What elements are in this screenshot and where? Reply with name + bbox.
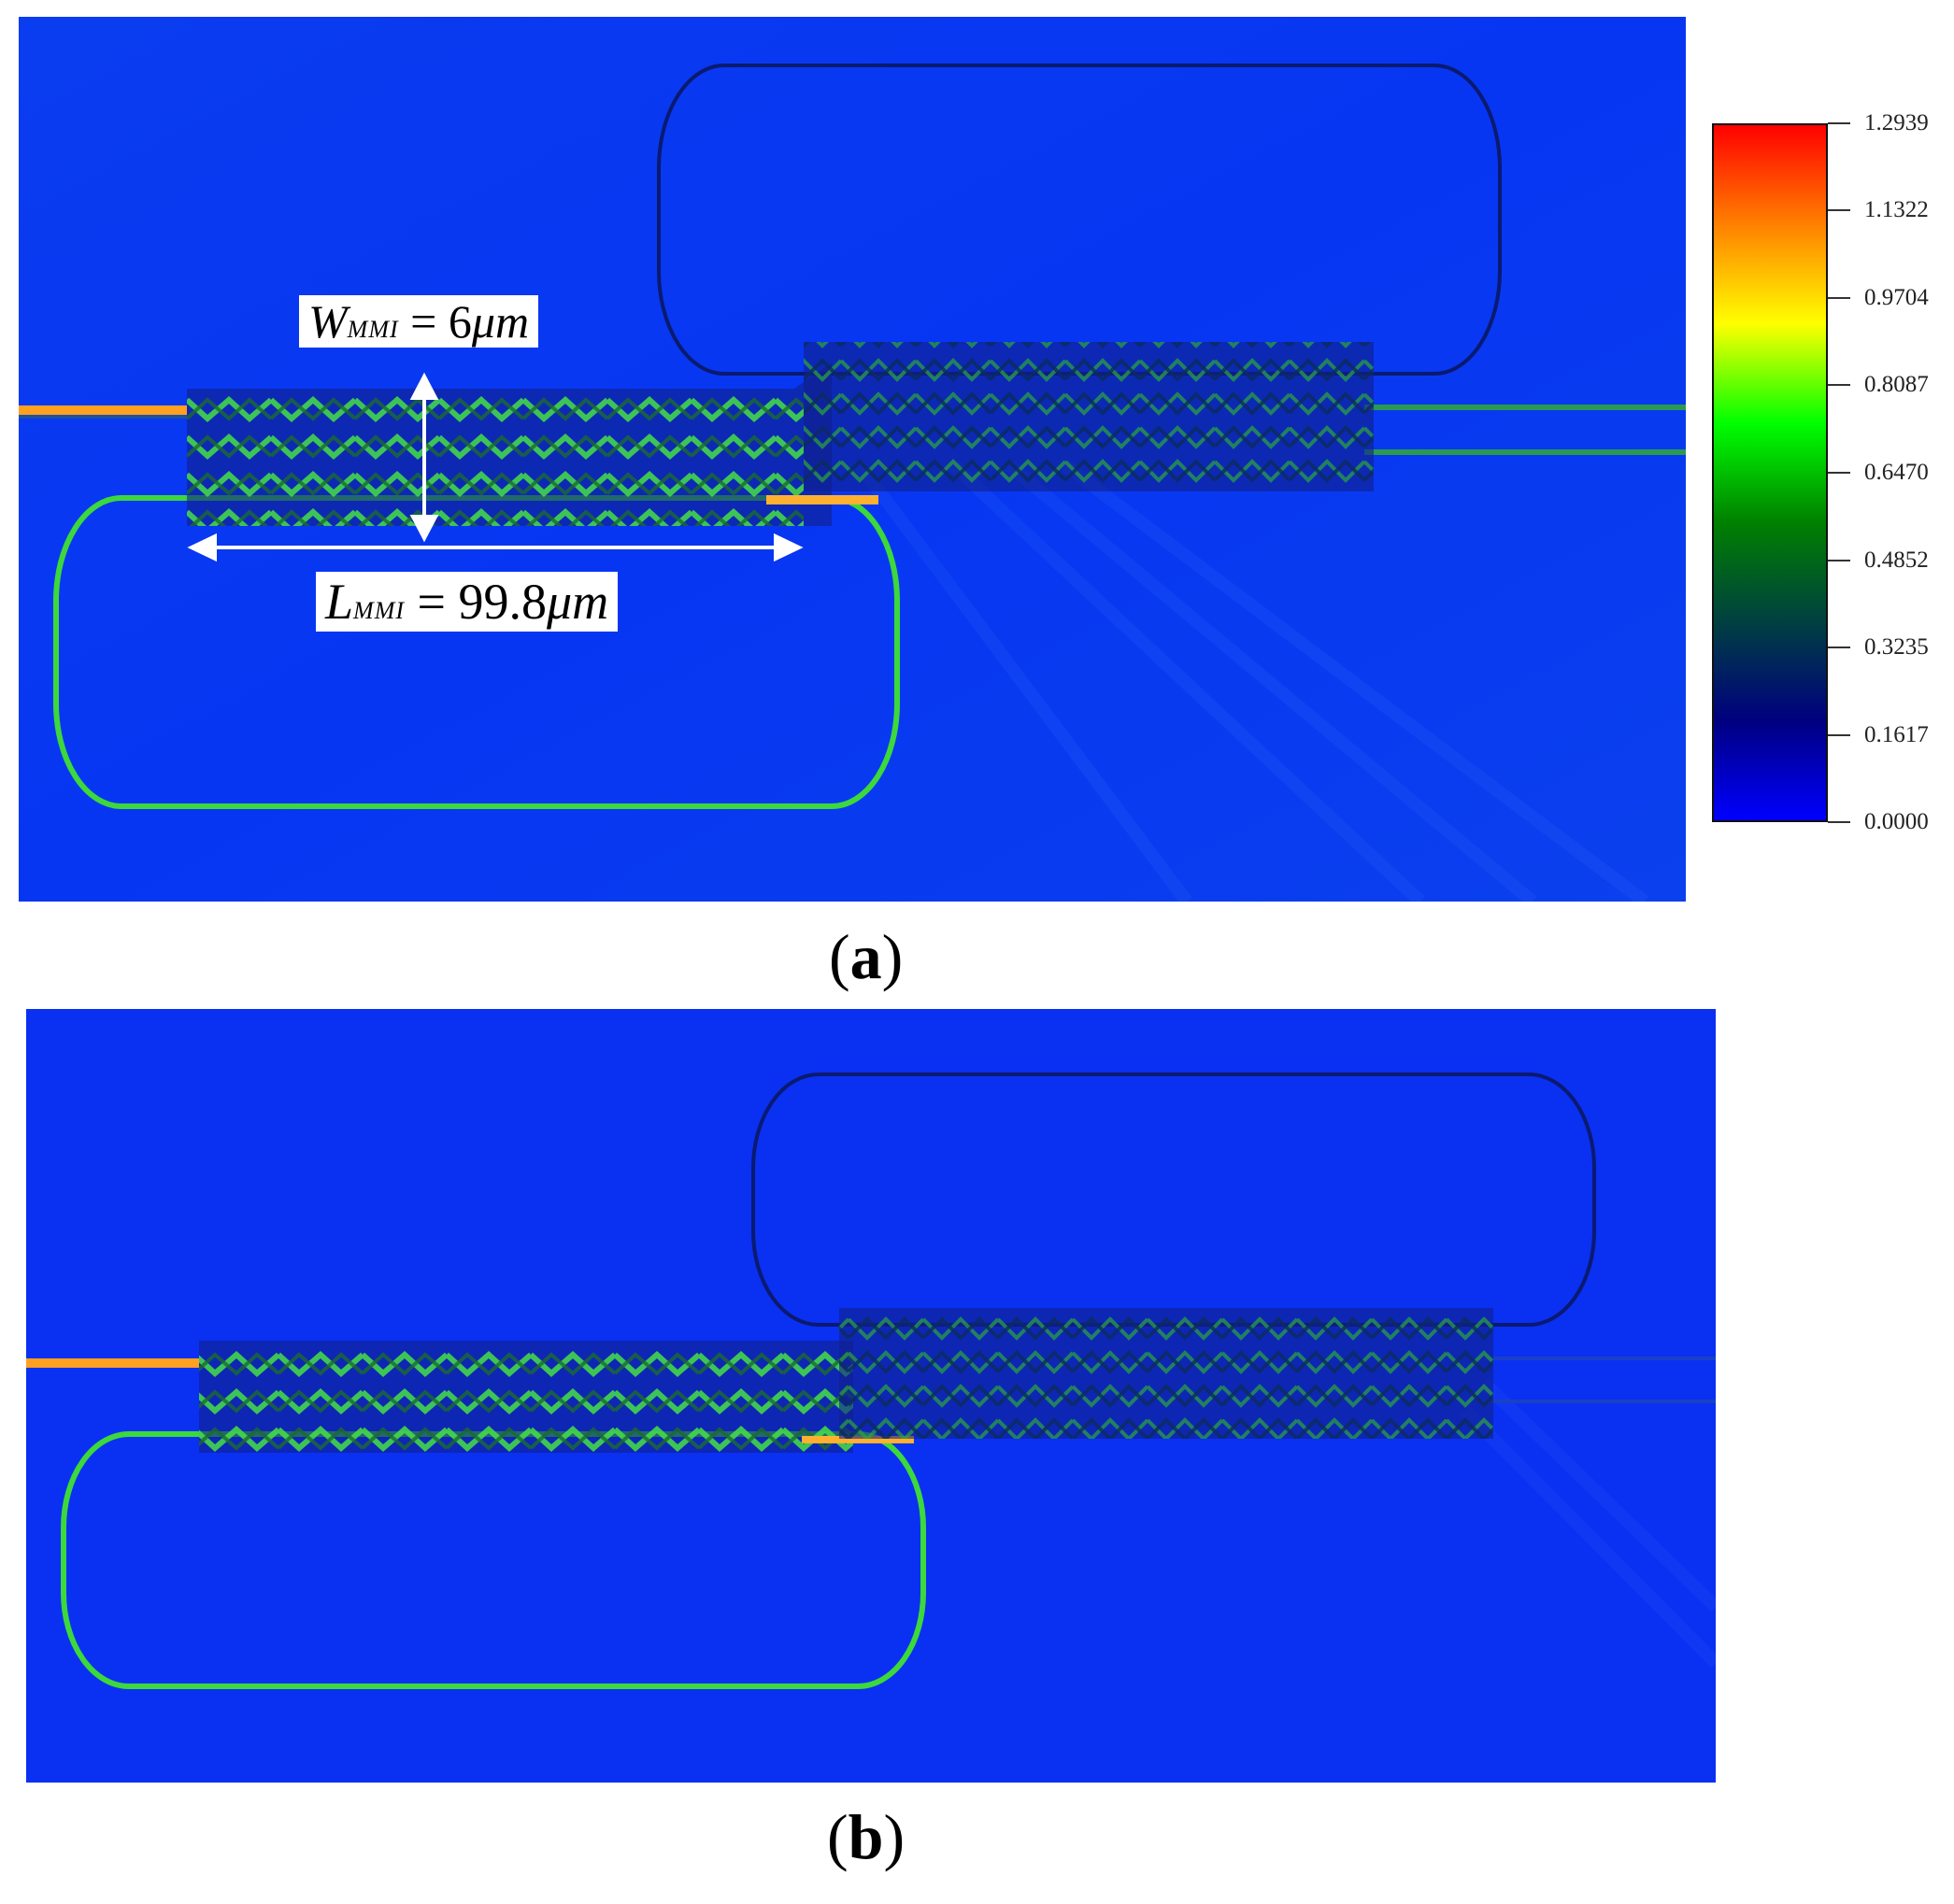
caption-a: (a): [829, 921, 904, 992]
width-arrow: [409, 372, 439, 543]
colorbar-tick-mark: [1828, 733, 1850, 736]
colorbar-tick-label: 0.3235: [1864, 633, 1929, 660]
colorbar-tick-label: 0.1617: [1864, 721, 1929, 747]
mmi-section-2: [839, 1308, 1493, 1439]
colorbar: [1712, 123, 1828, 822]
colorbar-tick-mark: [1828, 821, 1850, 823]
mmi-section-1: [187, 389, 804, 526]
colorbar-tick-mark: [1828, 297, 1850, 299]
mmi-section-1: [199, 1341, 853, 1453]
colorbar-tick-label: 1.1322: [1864, 197, 1929, 223]
colorbar-tick-label: 0.6470: [1864, 459, 1929, 485]
field-map-panel-b: [26, 1009, 1716, 1783]
mmi-section-2: [804, 342, 1374, 491]
length-arrow: [187, 533, 804, 562]
field-map-a: [19, 17, 1686, 902]
colorbar-tick-mark: [1828, 122, 1850, 124]
input-waveguide: [26, 1358, 199, 1368]
colorbar-tick-mark: [1828, 209, 1850, 212]
width-label: WMMI = 6μm: [299, 295, 539, 348]
colorbar-tick-mark: [1828, 471, 1850, 474]
colorbar-tick-label: 0.0000: [1864, 809, 1929, 834]
colorbar-tick-label: 0.9704: [1864, 285, 1929, 310]
input-waveguide: [19, 405, 187, 415]
colorbar-tick-label: 1.2939: [1864, 110, 1929, 135]
field-map-b: [26, 1009, 1716, 1783]
output-waveguide-lower: [1364, 449, 1686, 455]
colorbar-tick-mark: [1828, 646, 1850, 648]
field-map-panel-a: [19, 17, 1686, 902]
caption-b: (b): [827, 1801, 906, 1872]
colorbar-tick-label: 0.8087: [1864, 372, 1929, 398]
output-waveguide-upper: [1364, 405, 1686, 410]
colorbar-tick-mark: [1828, 559, 1850, 561]
length-label: LMMI = 99.8μm: [316, 572, 619, 632]
radiation-streaks: [854, 460, 1649, 902]
colorbar-tick-label: 0.4852: [1864, 547, 1929, 573]
colorbar-tick-mark: [1828, 384, 1850, 387]
